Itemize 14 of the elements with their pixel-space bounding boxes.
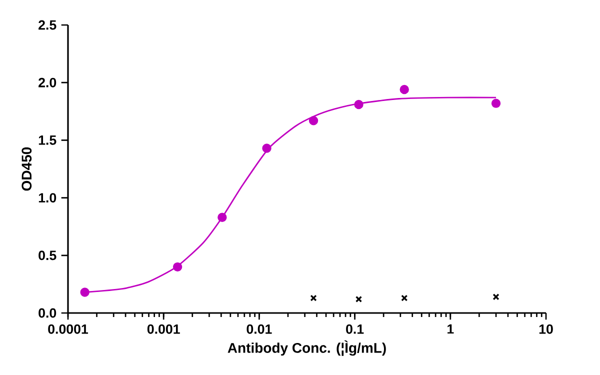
x-axis-title: Antibody Conc. (¦Ìg/mL) (228, 340, 386, 356)
x-tick-label: 0.001 (147, 324, 180, 334)
y-tick-label: 1.0 (38, 193, 56, 203)
x-tick-label: 10 (539, 324, 553, 334)
x-tick-label: 1 (448, 324, 454, 334)
y-tick-label: 2.5 (38, 20, 56, 30)
y-tick-label: 0.5 (38, 250, 56, 260)
x-tick-label: 0.1 (346, 324, 364, 334)
y-tick-label: 2.0 (38, 78, 56, 88)
x-tick-label: 0.01 (246, 324, 272, 334)
y-tick-label: 1.5 (38, 136, 56, 145)
y-axis-title: OD450 (22, 147, 32, 191)
x-tick-label: 0.0001 (48, 324, 88, 334)
y-tick-label: 0.0 (38, 308, 56, 318)
